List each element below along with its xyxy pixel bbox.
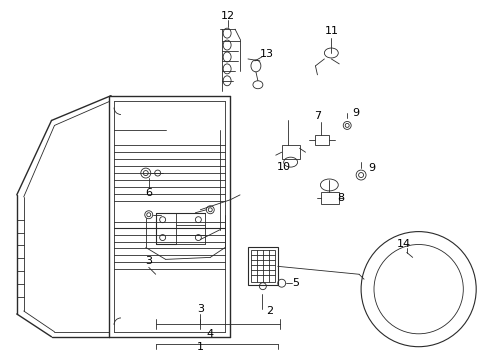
Bar <box>316 135 329 145</box>
Text: 4: 4 <box>207 329 214 339</box>
Text: 14: 14 <box>397 239 411 249</box>
Text: 7: 7 <box>314 111 321 121</box>
Bar <box>248 247 278 285</box>
Bar <box>251 251 275 282</box>
Text: 1: 1 <box>197 342 204 352</box>
Text: 9: 9 <box>353 108 360 117</box>
Text: 13: 13 <box>260 49 274 59</box>
Text: 3: 3 <box>197 304 204 314</box>
Text: 10: 10 <box>277 162 291 172</box>
Text: 6: 6 <box>145 188 152 198</box>
Bar <box>282 145 299 159</box>
Text: 12: 12 <box>221 11 235 21</box>
Text: 3: 3 <box>145 256 152 266</box>
Text: 8: 8 <box>337 193 344 203</box>
Text: 9: 9 <box>368 163 375 173</box>
Bar <box>321 192 339 204</box>
Text: 5: 5 <box>292 278 299 288</box>
Text: 11: 11 <box>324 26 338 36</box>
Text: 2: 2 <box>266 306 273 316</box>
